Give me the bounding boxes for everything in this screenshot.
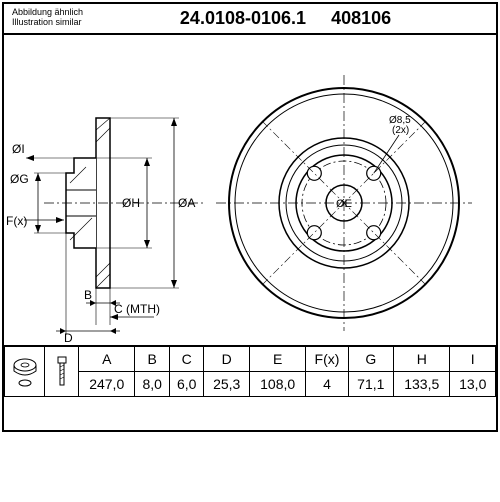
diagram-area: ØE Ø8,5 (2x) — [4, 35, 496, 345]
ref-number: 408106 — [331, 8, 391, 28]
col-D: D — [204, 346, 249, 372]
val-C: 6,0 — [169, 372, 204, 397]
val-F: 4 — [306, 372, 348, 397]
label-D: D — [64, 331, 73, 345]
side-view: ØA ØH ØG ØI — [6, 118, 204, 345]
front-view: ØE Ø8,5 (2x) — [216, 75, 472, 331]
val-I: 13,0 — [450, 372, 496, 397]
title-numbers: 24.0108-0106.1 408106 — [83, 8, 488, 29]
val-G: 71,1 — [348, 372, 393, 397]
val-A: 247,0 — [79, 372, 135, 397]
table-value-row: 247,0 8,0 6,0 25,3 108,0 4 71,1 133,5 13… — [5, 372, 496, 397]
part-number: 24.0108-0106.1 — [180, 8, 306, 28]
col-C: C — [169, 346, 204, 372]
bolt-note-2: (2x) — [392, 125, 409, 136]
col-H: H — [394, 346, 450, 372]
title-bar: Abbildung ähnlich Illustration similar 2… — [4, 4, 496, 35]
col-I: I — [450, 346, 496, 372]
val-E: 108,0 — [249, 372, 305, 397]
table-header-row: A B C D E F(x) G H I — [5, 346, 496, 372]
col-A: A — [79, 346, 135, 372]
technical-drawing-svg: ØE Ø8,5 (2x) — [4, 35, 496, 345]
val-B: 8,0 — [135, 372, 170, 397]
label-F: F(x) — [6, 214, 27, 228]
disc-icon — [10, 353, 40, 391]
label-H: ØH — [122, 196, 140, 210]
label-C: C (MTH) — [114, 302, 160, 316]
subtitle: Abbildung ähnlich Illustration similar — [12, 8, 83, 28]
col-B: B — [135, 346, 170, 372]
label-G: ØG — [10, 172, 29, 186]
disc-icon-cell — [5, 346, 45, 397]
label-A: ØA — [178, 196, 195, 210]
label-I: ØI — [12, 142, 25, 156]
val-H: 133,5 — [394, 372, 450, 397]
subtitle-en: Illustration similar — [12, 18, 83, 28]
label-B: B — [84, 288, 92, 302]
bolt-icon-cell — [45, 346, 79, 397]
label-E: ØE — [336, 198, 352, 210]
col-F: F(x) — [306, 346, 348, 372]
bolt-icon — [51, 353, 73, 391]
col-G: G — [348, 346, 393, 372]
dimension-table: A B C D E F(x) G H I 247,0 8,0 6,0 25,3 … — [4, 345, 496, 397]
drawing-frame: Abbildung ähnlich Illustration similar 2… — [2, 2, 498, 432]
val-D: 25,3 — [204, 372, 249, 397]
col-E: E — [249, 346, 305, 372]
